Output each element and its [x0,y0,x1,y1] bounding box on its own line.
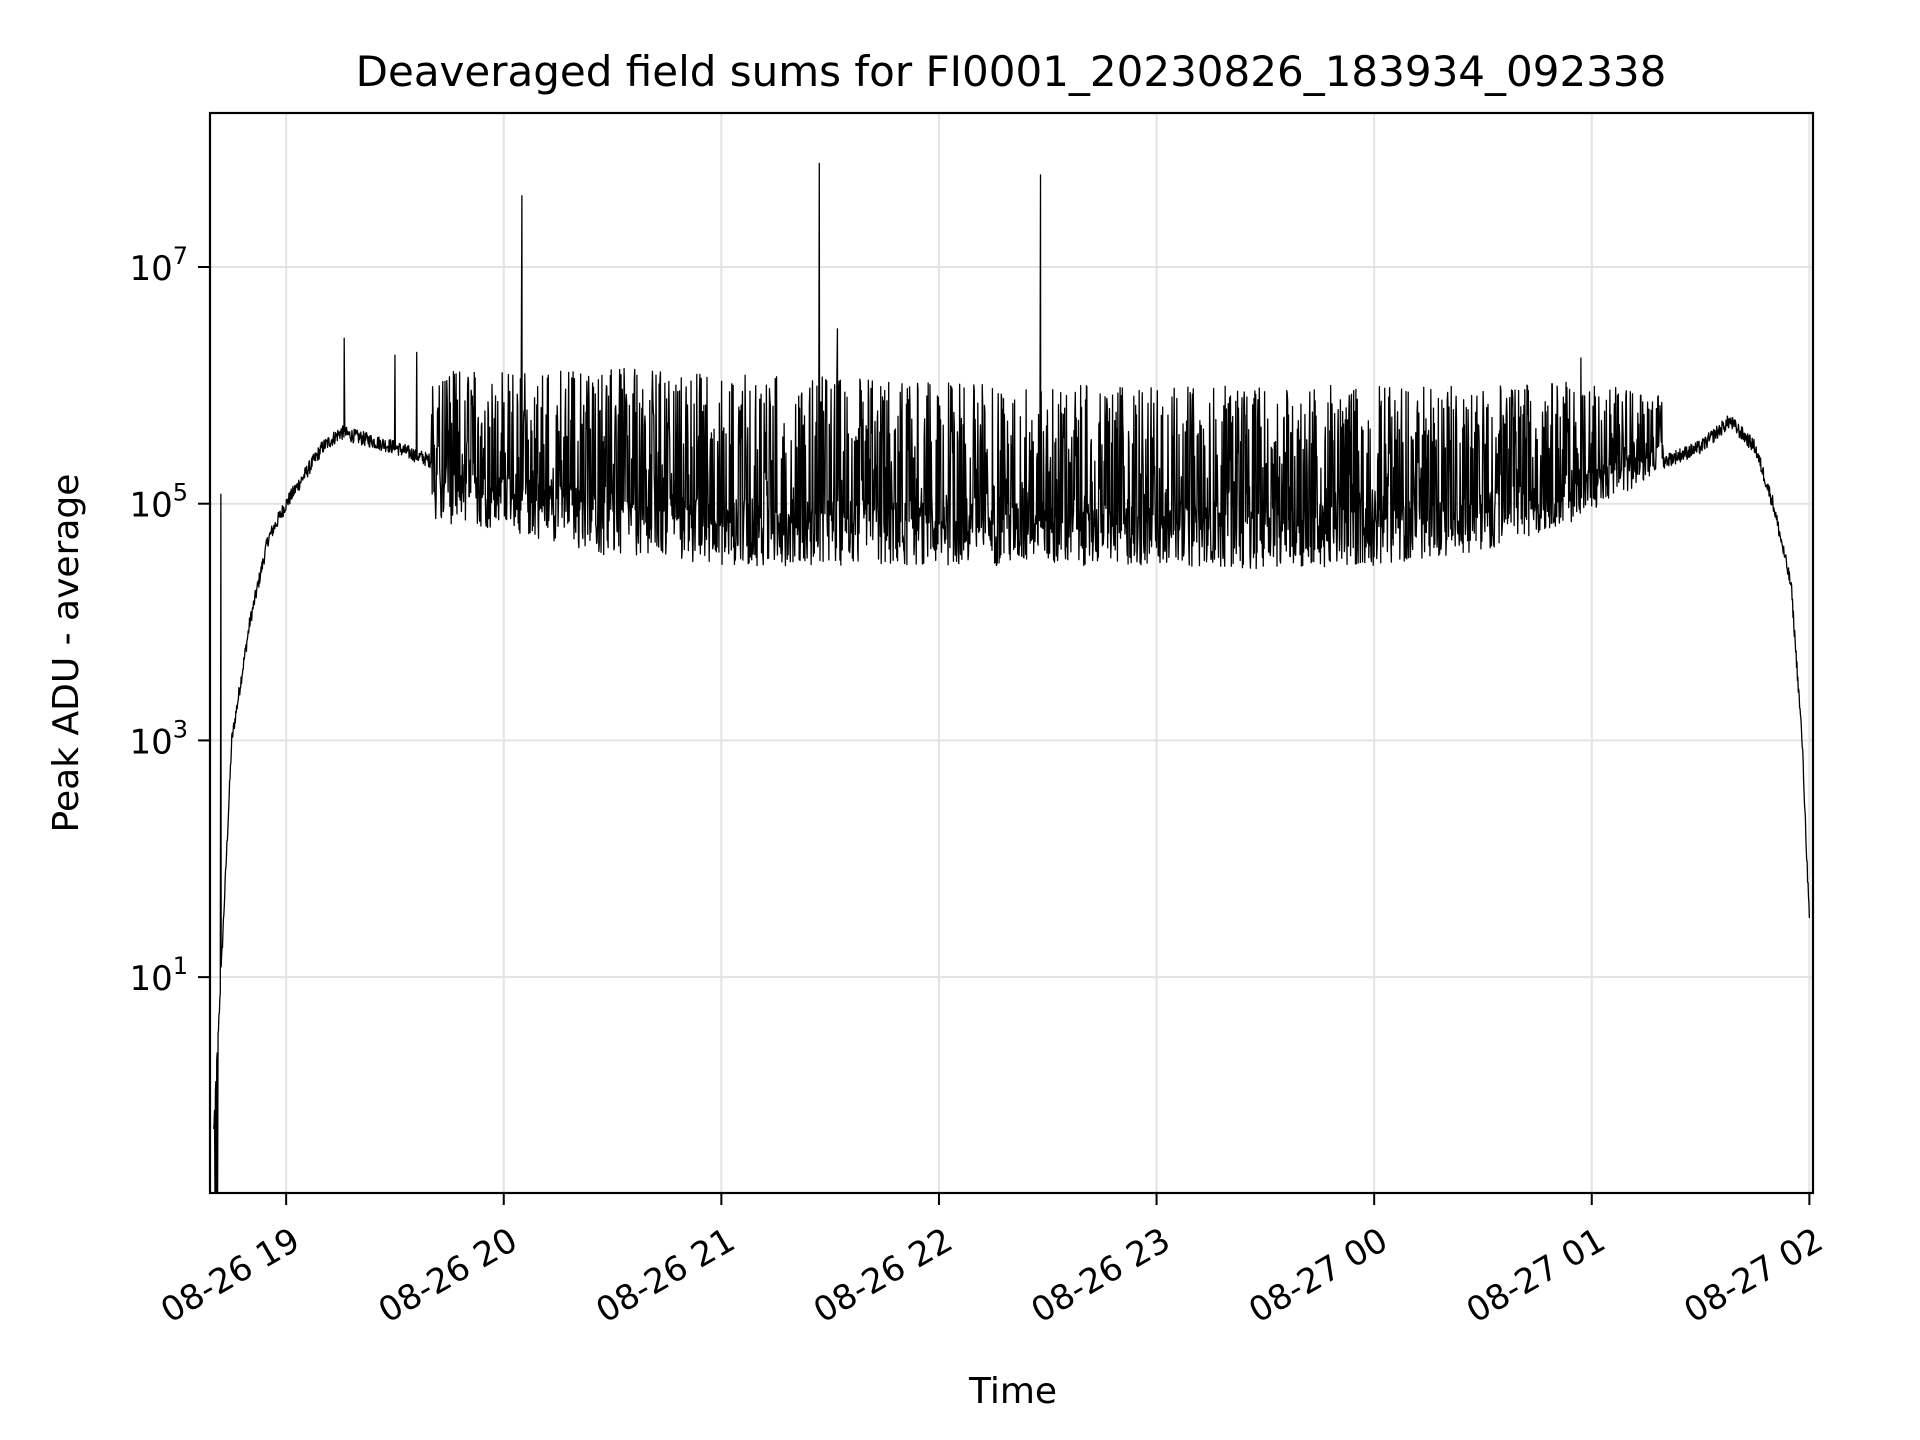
x-tick-label: 08-26 19 [154,1220,306,1331]
plot-area [212,162,1811,1194]
y-axis-ticks: 101 103 105 107 [129,242,210,999]
x-tick-label: 08-27 00 [1242,1220,1394,1331]
x-tick-label: 08-26 22 [807,1220,959,1331]
grid [210,113,1813,1193]
x-tick-label: 08-27 02 [1677,1220,1829,1331]
y-tick-label: 101 [129,952,188,999]
y-axis-label: Peak ADU - average [46,474,87,833]
series-line [212,162,1811,1194]
x-tick-label: 08-26 20 [372,1220,524,1331]
x-axis-label: Time [968,1371,1057,1412]
y-tick-label: 105 [129,479,188,526]
y-tick-label: 103 [129,715,188,762]
x-tick-label: 08-27 01 [1460,1220,1612,1331]
x-tick-label: 08-26 23 [1025,1220,1177,1331]
plot-frame [208,111,1815,1195]
x-tick-label: 08-26 21 [589,1220,741,1331]
x-axis-ticks: 08-26 19 08-26 20 08-26 21 08-26 22 08-26 23… [154,1193,1830,1331]
y-tick-label: 107 [129,242,188,289]
chart-title: Deaveraged field sums for FI0001_2023082… [356,47,1667,96]
